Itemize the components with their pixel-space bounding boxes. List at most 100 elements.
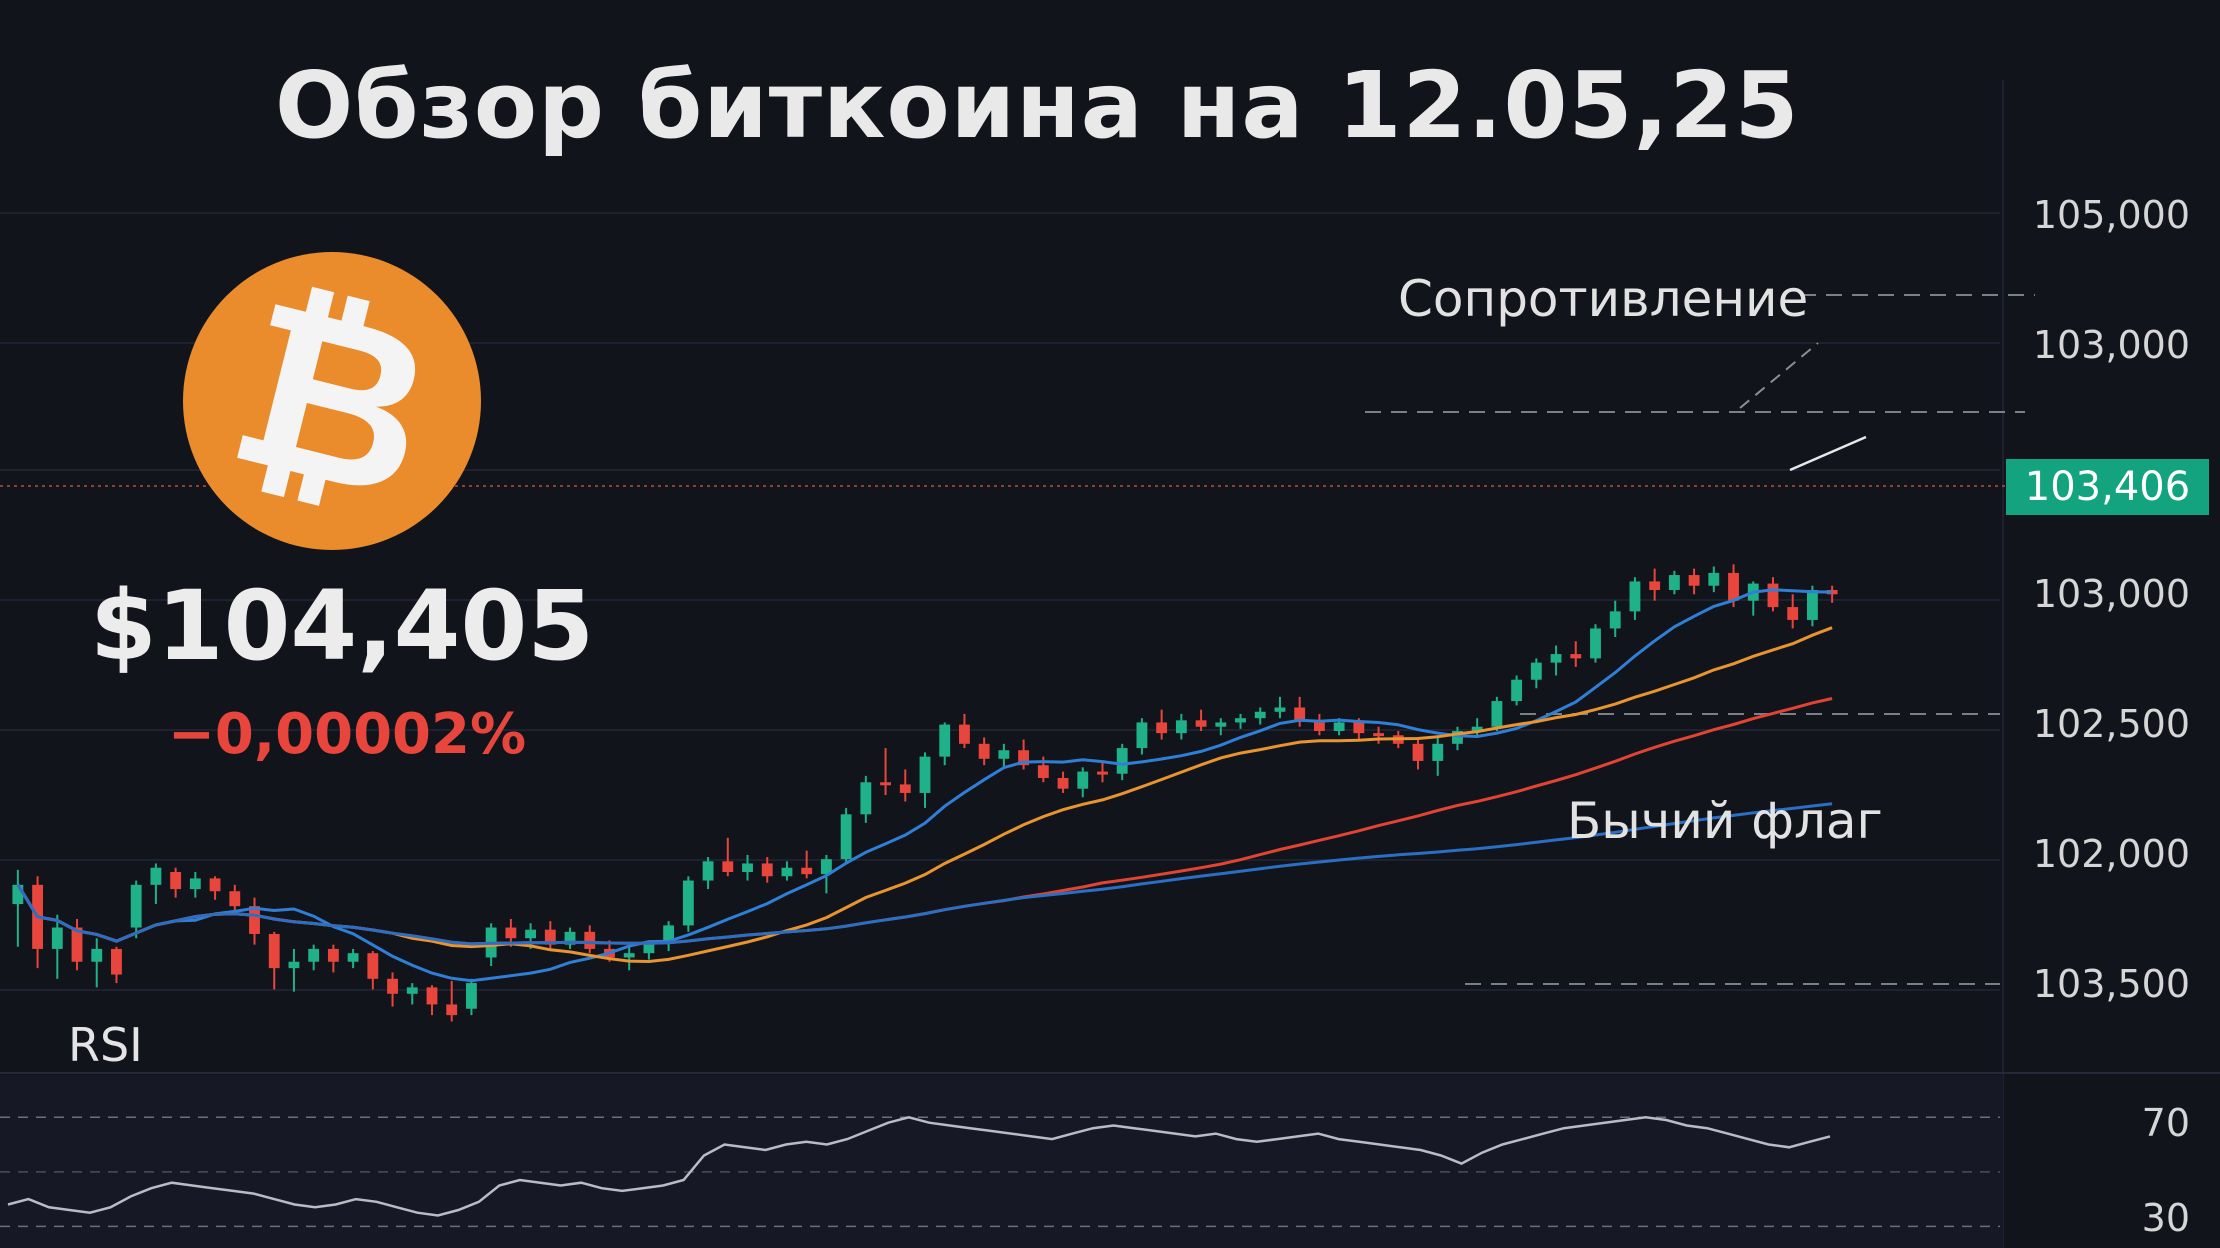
- bear-candle: [1195, 720, 1207, 727]
- bull-candle: [663, 925, 675, 943]
- current-price: $104,405: [90, 570, 595, 682]
- bull-candle: [130, 884, 142, 928]
- bull-candle: [643, 942, 655, 954]
- bear-candle: [1373, 733, 1384, 737]
- bull-candle: [623, 953, 635, 958]
- bear-candle: [1156, 722, 1168, 734]
- bull-candle: [1471, 726, 1483, 731]
- bull-candle: [1333, 722, 1345, 731]
- bear-candle: [1294, 707, 1306, 721]
- bull-candle: [1452, 731, 1463, 744]
- bull-candle: [1629, 581, 1641, 612]
- bull-candle: [51, 927, 63, 949]
- bull-candle: [308, 948, 320, 962]
- rsi-line: [7, 1116, 1831, 1217]
- rsi-tick-label: 70: [2141, 1101, 2190, 1145]
- rsi-tick-label: 30: [2141, 1196, 2190, 1240]
- y-tick-label: 103,000: [2032, 572, 2190, 616]
- bull-candle: [840, 814, 852, 860]
- bull-candle: [406, 987, 418, 994]
- bull-candle: [742, 863, 753, 872]
- bull-candle: [1235, 718, 1246, 723]
- bull-candle: [91, 948, 103, 962]
- bull-candle: [1491, 701, 1503, 727]
- bull-flag-label: Бычий флаг: [1567, 792, 1883, 850]
- bull-candle: [1511, 679, 1523, 702]
- rsi-label: RSI: [68, 1018, 143, 1072]
- bull-candle: [1609, 611, 1621, 629]
- bull-candle: [347, 953, 359, 962]
- bear-candle: [1787, 607, 1799, 620]
- bear-candle: [1018, 750, 1030, 766]
- bull-candle: [564, 931, 576, 945]
- y-tick-label: 105,000: [2032, 193, 2190, 237]
- bull-candle: [1077, 771, 1089, 789]
- bull-candle: [1136, 722, 1148, 749]
- bull-candle: [1215, 722, 1227, 727]
- trend-guide: [1739, 342, 1819, 409]
- bull-candle: [998, 750, 1010, 759]
- bear-candle: [209, 878, 221, 892]
- bear-candle: [1826, 590, 1838, 595]
- bear-candle: [880, 782, 891, 786]
- bull-candle: [820, 859, 832, 875]
- bear-candle: [761, 863, 773, 877]
- bear-candle: [229, 891, 241, 907]
- bear-candle: [327, 948, 339, 962]
- bear-candle: [1728, 572, 1739, 601]
- bear-candle: [801, 867, 813, 875]
- bull-candle: [860, 782, 872, 815]
- resistance-label: Сопротивление: [1398, 270, 1809, 328]
- y-tick-label: 103,500: [2032, 962, 2190, 1006]
- bear-candle: [959, 724, 970, 744]
- bull-candle: [939, 724, 951, 757]
- bull-candle: [189, 878, 201, 890]
- bear-candle: [1649, 581, 1661, 590]
- bear-candle: [170, 872, 182, 890]
- bear-candle: [1767, 583, 1779, 608]
- bull-candle: [1590, 628, 1601, 659]
- bull-candle: [525, 929, 537, 939]
- bull-candle: [919, 756, 931, 793]
- y-tick-label: 102,500: [2032, 702, 2190, 746]
- bull-candle: [1116, 748, 1128, 774]
- bull-candle: [682, 880, 694, 926]
- bear-candle: [899, 784, 911, 793]
- bear-candle: [446, 1004, 458, 1016]
- bull-candle: [466, 983, 477, 1009]
- y-tick-label: 103,000: [2032, 323, 2190, 367]
- bull-candle: [1708, 572, 1720, 586]
- bull-candle: [1806, 590, 1818, 620]
- bull-candle: [1175, 720, 1187, 734]
- bull-candle: [1530, 662, 1542, 680]
- bull-candle: [12, 884, 24, 905]
- bull-candle: [288, 961, 300, 969]
- bull-candle: [1550, 654, 1562, 663]
- current-price-badge: 103,406: [2006, 459, 2209, 515]
- bear-candle: [1412, 743, 1424, 761]
- y-tick-label: 102,000: [2032, 832, 2190, 876]
- bull-candle: [781, 867, 793, 877]
- bear-candle: [268, 933, 280, 969]
- bear-candle: [544, 929, 556, 945]
- bear-candle: [1313, 720, 1325, 731]
- bull-candle: [1274, 707, 1286, 712]
- bull-candle: [1668, 575, 1680, 590]
- bear-candle: [978, 743, 990, 759]
- bear-candle: [584, 931, 596, 949]
- moving-average-line: [16, 802, 1833, 946]
- bear-candle: [1570, 654, 1582, 659]
- bear-candle: [387, 978, 398, 994]
- bear-candle: [505, 927, 517, 939]
- bear-candle: [1037, 765, 1049, 778]
- rsi-panel: [0, 1075, 2003, 1248]
- bear-candle: [249, 906, 260, 934]
- bear-candle: [1097, 771, 1108, 775]
- bull-candle: [702, 861, 714, 881]
- bull-candle: [1432, 743, 1444, 761]
- bear-candle: [1057, 778, 1069, 789]
- flag-line: [1789, 435, 1867, 472]
- bear-candle: [71, 927, 83, 962]
